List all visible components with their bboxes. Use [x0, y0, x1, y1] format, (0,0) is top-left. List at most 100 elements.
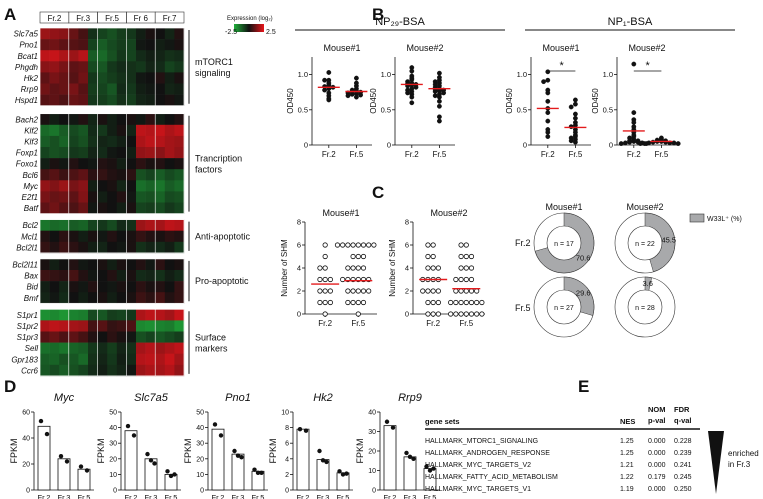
data-point: [650, 139, 656, 145]
heatmap-cell: [174, 135, 185, 148]
heatmap-cell: [107, 158, 118, 170]
heatmap-cell: [136, 364, 146, 377]
heatmap-cell: [68, 320, 79, 332]
data-point: [458, 311, 464, 317]
tick-label-x: Fr.2: [426, 319, 440, 328]
heatmap-group-label: signaling: [195, 68, 231, 78]
data-point: [568, 124, 574, 130]
heatmap-cell: [145, 180, 156, 192]
table-cell-fdr: 0.228: [674, 438, 692, 445]
data-point: [320, 458, 326, 463]
heatmap-cell: [164, 180, 175, 192]
heatmap-cell: [78, 50, 89, 62]
axis-label-y: OD450: [369, 88, 378, 114]
heatmap-cell: [88, 180, 98, 192]
heatmap-cell: [40, 124, 50, 137]
data-point: [435, 311, 441, 317]
heatmap-cell: [59, 230, 70, 243]
data-point: [360, 265, 367, 271]
heatmap-gene-label: Gpr183: [11, 355, 38, 364]
heatmap-cell: [40, 270, 50, 282]
heatmap-cell: [126, 135, 137, 148]
heatmap-cell: [88, 83, 98, 95]
heatmap-cell: [126, 39, 137, 51]
heatmap-cell: [174, 39, 185, 51]
heatmap-cell: [78, 258, 89, 271]
data-point: [468, 299, 475, 306]
heatmap-cell: [78, 158, 89, 170]
donut-row-label: Fr.2: [515, 238, 531, 248]
table-header-fdr: q-val: [674, 416, 692, 425]
heatmap-cell: [97, 124, 108, 137]
donut-n-label: n = 22: [635, 241, 655, 248]
table-cell-fdr: 0.245: [674, 474, 692, 481]
heatmap-cell: [68, 230, 79, 243]
heatmap-cell: [68, 202, 79, 214]
table-cell-name: HALLMARK_FATTY_ACID_METABOLISM: [425, 474, 558, 481]
heatmap-cell: [107, 309, 118, 321]
heatmap-cell: [88, 230, 98, 243]
donut-percent-label: 45.5: [661, 236, 676, 245]
tick-label-y: 4: [405, 264, 409, 273]
heatmap-cell: [59, 113, 70, 126]
data-point: [413, 84, 419, 90]
data-point: [545, 134, 551, 139]
table-header-fdr: FDR: [674, 405, 690, 414]
heatmap-gene-label: Batf: [24, 204, 39, 213]
heatmap-gene-label: Bid: [26, 283, 38, 292]
heatmap-cell: [107, 241, 118, 254]
tick-label-x: Fr.5: [165, 493, 178, 499]
heatmap-cell: [164, 147, 175, 159]
bar-chart-title: Pno1: [225, 392, 251, 404]
heatmap-cell: [136, 28, 146, 40]
heatmap-cell: [49, 158, 60, 170]
heatmap-cell: [136, 124, 146, 137]
heatmap-cell: [40, 241, 50, 254]
data-point: [358, 92, 363, 98]
data-point: [409, 100, 415, 106]
heatmap-cell: [59, 270, 70, 282]
table-header-nom: NOM: [648, 405, 666, 414]
heatmap-cell: [49, 147, 60, 159]
tick-label-x: Fr.2: [318, 319, 332, 328]
heatmap-cell: [59, 83, 70, 95]
heatmap-cell: [97, 28, 108, 40]
data-point: [366, 242, 372, 248]
heatmap-cell: [97, 270, 108, 282]
data-point: [404, 450, 409, 456]
plot-title: Mouse#2: [430, 208, 467, 218]
heatmap-cell: [174, 320, 185, 332]
heatmap-cell: [40, 320, 50, 332]
heatmap-cell: [145, 258, 156, 271]
heatmap-cell: [40, 281, 50, 293]
heatmap-cell: [116, 270, 127, 282]
heatmap-cell: [59, 180, 70, 192]
heatmap-cell: [78, 61, 89, 73]
heatmap-cell: [174, 83, 185, 95]
heatmap-gene-label: Klf3: [24, 138, 38, 147]
data-point: [317, 299, 323, 306]
heatmap-cell: [155, 169, 166, 181]
data-point: [453, 276, 459, 283]
data-point: [545, 129, 551, 135]
heatmap-gene-label: Rrp9: [21, 85, 39, 94]
plot-title: Mouse#1: [323, 43, 360, 53]
heatmap-cell: [126, 281, 137, 293]
data-point: [218, 433, 224, 438]
heatmap-cell: [97, 281, 108, 293]
table-cell-fdr: 0.239: [674, 450, 692, 457]
donut-hole: [546, 289, 582, 325]
tick-label-y: 0.5: [298, 105, 308, 114]
data-point: [663, 139, 668, 145]
data-point: [355, 311, 361, 317]
heatmap-cell: [155, 219, 166, 231]
heatmap-cell: [88, 281, 98, 293]
heatmap-cell: [155, 331, 166, 343]
tick-label-y: 40: [22, 436, 30, 443]
heatmap-cell: [174, 270, 185, 282]
data-point: [458, 276, 464, 283]
data-point: [409, 94, 415, 100]
data-point: [479, 299, 485, 306]
heatmap-gene-label: Bcl2l11: [12, 261, 38, 270]
heatmap-cell: [145, 124, 156, 137]
